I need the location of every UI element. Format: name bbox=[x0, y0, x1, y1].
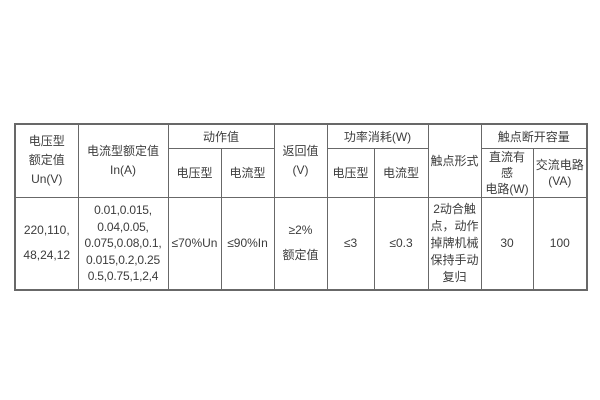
header-contact-breaking-capacity: 触点断开容量 bbox=[480, 123, 588, 149]
spec-table: 电压型 额定值 Un(V) 电流型额定值 In(A) 动作值 返回值 (V) 功… bbox=[14, 123, 589, 291]
cell-ac-circuit: 100 bbox=[532, 196, 588, 291]
header-row-sub: 电压型 电流型 电压型 电流型 直流有感 电路(W) 交流电路 (VA) bbox=[15, 147, 588, 198]
header-dc-inductive-circuit: 直流有感 电路(W) bbox=[480, 147, 534, 198]
header-row-top: 电压型 额定值 Un(V) 电流型额定值 In(A) 动作值 返回值 (V) 功… bbox=[14, 123, 588, 198]
table-row: 220,110, 48,24,12 0.01,0.015, 0.04,0.05,… bbox=[14, 196, 588, 291]
header-action-current-type: 电流型 bbox=[220, 147, 275, 198]
cell-contact-form: 2动合触 点，动作 掉牌机械 保持手动 复归 bbox=[427, 196, 482, 291]
cell-return-value: ≥2% 额定值 bbox=[273, 196, 328, 291]
cell-current-rated: 0.01,0.015, 0.04,0.05, 0.075,0.08,0.1, 0… bbox=[77, 196, 169, 291]
cell-action-voltage: ≤70%Un bbox=[167, 196, 222, 291]
header-current-rated: 电流型额定值 In(A) bbox=[77, 123, 169, 198]
header-return-value: 返回值 (V) bbox=[273, 123, 328, 198]
header-action-voltage-type: 电压型 bbox=[167, 147, 222, 198]
header-power-current-type: 电流型 bbox=[373, 147, 429, 198]
header-voltage-rated: 电压型 额定值 Un(V) bbox=[14, 123, 79, 198]
header-action-value: 动作值 bbox=[167, 123, 275, 149]
cell-power-current: ≤0.3 bbox=[373, 196, 429, 291]
cell-voltage-rated: 220,110, 48,24,12 bbox=[14, 196, 79, 291]
header-power-consumption: 功率消耗(W) bbox=[326, 123, 429, 149]
header-ac-circuit: 交流电路 (VA) bbox=[532, 147, 588, 198]
cell-action-current: ≤90%In bbox=[220, 196, 275, 291]
header-contact-form: 触点形式 bbox=[427, 123, 482, 198]
header-power-voltage-type: 电压型 bbox=[326, 147, 375, 198]
cell-dc-inductive-circuit: 30 bbox=[480, 196, 534, 291]
cell-power-voltage: ≤3 bbox=[326, 196, 375, 291]
